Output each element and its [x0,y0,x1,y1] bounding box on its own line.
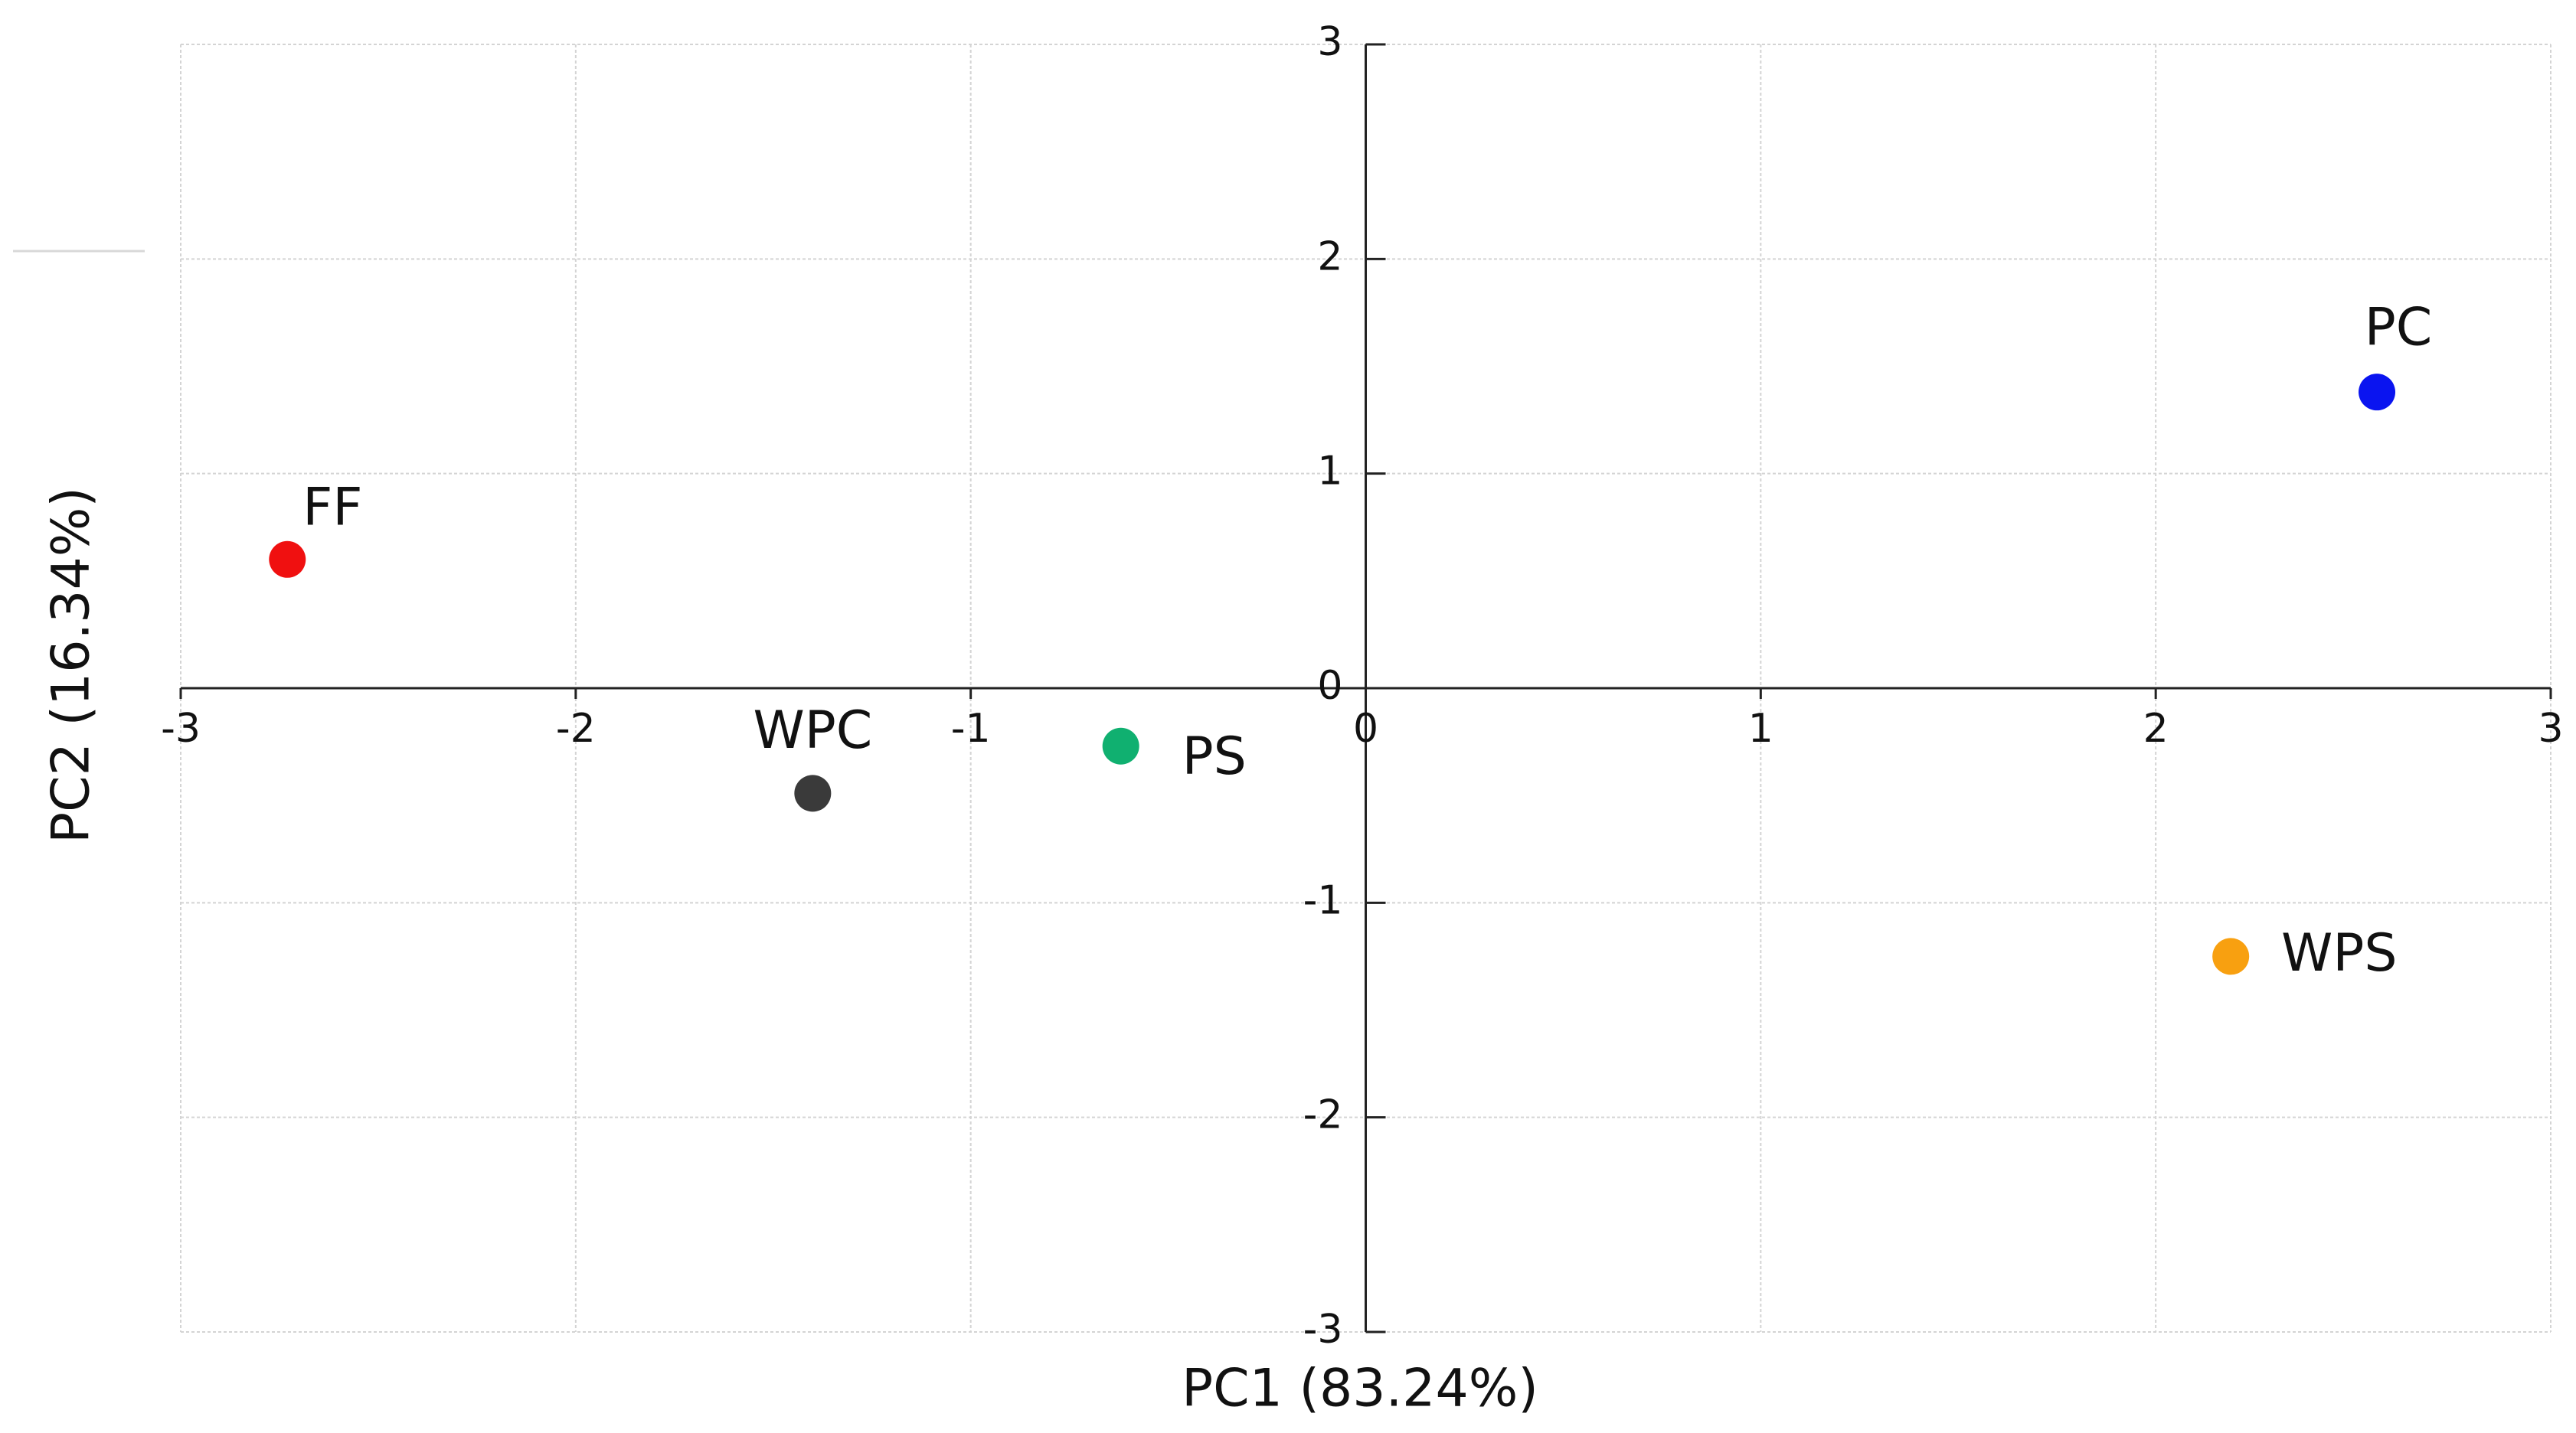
y-tick-label: 1 [1317,449,1342,495]
point [2359,374,2396,411]
x-axis-title: PC1 (83.24%) [1182,1359,1538,1419]
y-tick-label: -2 [1303,1092,1343,1138]
point-label: WPS [2281,923,2397,984]
point-label: PS [1182,726,1247,787]
point-label: PC [2365,298,2433,358]
point [1102,727,1139,765]
x-tick-label: 2 [2143,706,2169,752]
x-tick-label: 1 [1748,706,1773,752]
y-tick-label: -3 [1303,1307,1343,1353]
x-tick-label: -2 [556,706,596,752]
y-axis-title: PC2 (16.34%) [41,487,102,844]
point [794,775,832,812]
y-tick-label: 3 [1317,19,1342,65]
x-tick-label: 3 [2538,706,2563,752]
y-tick-label: 2 [1317,233,1342,279]
point-label: FF [302,477,362,537]
y-tick-label: 0 [1317,663,1342,709]
point-label: WPC [753,700,872,761]
y-tick-label: -1 [1303,877,1343,923]
point [269,540,306,578]
x-tick-label: -3 [161,706,201,752]
x-tick-label: 0 [1353,706,1378,752]
point [2212,938,2250,975]
x-tick-label: -1 [951,706,991,752]
